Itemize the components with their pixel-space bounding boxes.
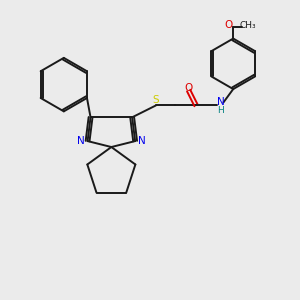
Text: N: N: [77, 136, 85, 146]
Text: N: N: [217, 98, 224, 107]
Text: CH₃: CH₃: [240, 21, 256, 30]
Text: O: O: [184, 82, 193, 93]
Text: O: O: [225, 20, 233, 30]
Text: S: S: [153, 95, 159, 105]
Text: H: H: [217, 106, 224, 115]
Text: N: N: [138, 136, 146, 146]
